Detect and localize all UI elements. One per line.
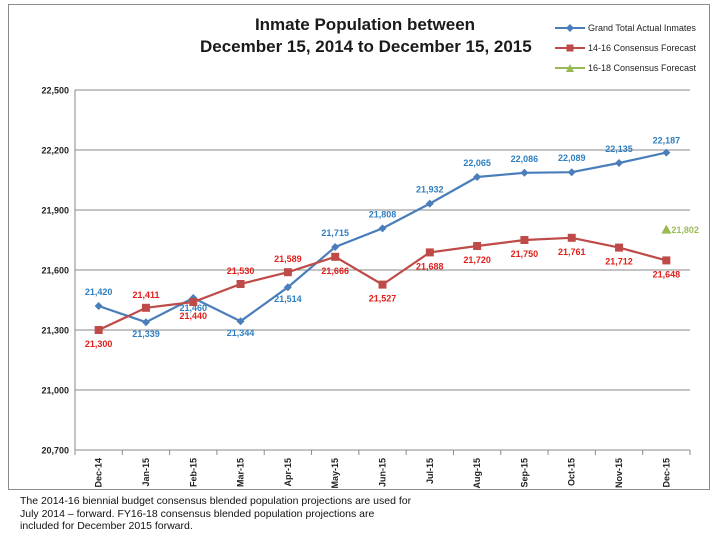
data-label: 21,932 — [416, 185, 444, 195]
chart-legend: Grand Total Actual Inmates 14-16 Consens… — [555, 18, 696, 78]
data-label: 21,720 — [463, 255, 491, 265]
data-label: 21,648 — [653, 269, 681, 279]
data-point — [141, 303, 150, 312]
data-label: 21,339 — [132, 329, 160, 339]
legend-item-forecast-16-18: 16-18 Consensus Forecast — [555, 58, 696, 78]
x-tick-label: May-15 — [330, 458, 340, 489]
data-point — [425, 248, 434, 257]
data-point — [567, 168, 576, 177]
data-point — [94, 326, 103, 334]
data-point — [236, 280, 245, 288]
data-point — [520, 236, 529, 244]
data-label: 21,802 — [671, 225, 699, 235]
data-point — [94, 302, 103, 310]
data-point — [615, 159, 624, 167]
data-label: 21,589 — [274, 254, 302, 264]
chart-title: Inmate Population between December 15, 2… — [200, 14, 532, 58]
legend-item-forecast-14-16: 14-16 Consensus Forecast — [555, 38, 696, 58]
chart-title-line-2: December 15, 2014 to December 15, 2015 — [200, 37, 532, 56]
legend-label-actual: Grand Total Actual Inmates — [588, 23, 696, 33]
data-label: 21,300 — [85, 339, 113, 349]
data-point — [236, 317, 245, 326]
x-tick-label: Feb-15 — [188, 458, 198, 487]
data-label: 21,688 — [416, 261, 444, 271]
data-label: 21,440 — [180, 311, 208, 321]
square-marker-icon — [555, 44, 585, 52]
data-label: 22,187 — [653, 136, 681, 146]
x-tick-label: Jul-15 — [425, 458, 435, 484]
x-tick-label: Sep-15 — [519, 458, 529, 488]
data-label: 21,411 — [132, 290, 159, 300]
data-point — [378, 280, 387, 289]
data-label: 21,527 — [369, 294, 397, 304]
data-label: 21,808 — [369, 209, 397, 219]
data-point — [189, 298, 198, 306]
x-tick-label: Aug-15 — [472, 458, 482, 489]
data-point — [662, 256, 671, 265]
x-tick-label: Jun-15 — [378, 458, 388, 487]
data-label: 21,750 — [511, 249, 539, 259]
data-point — [615, 243, 624, 252]
data-point — [567, 233, 576, 242]
y-tick-label: 21,900 — [41, 206, 69, 216]
data-label: 22,089 — [558, 153, 586, 163]
y-tick-label: 21,600 — [41, 266, 69, 276]
data-point — [283, 283, 292, 292]
data-label: 22,065 — [463, 158, 491, 168]
data-label: 22,086 — [511, 154, 539, 164]
data-label: 21,761 — [558, 247, 586, 257]
legend-item-actual: Grand Total Actual Inmates — [555, 18, 696, 38]
legend-label-forecast-14-16: 14-16 Consensus Forecast — [588, 43, 697, 53]
footnote-line-3: included for December 2015 forward. — [20, 520, 193, 532]
y-tick-label: 21,300 — [41, 326, 69, 336]
x-tick-label: Apr-15 — [283, 458, 293, 487]
triangle-marker-icon — [555, 64, 585, 72]
y-tick-label: 20,700 — [41, 446, 69, 456]
data-label: 21,420 — [85, 287, 113, 297]
data-point — [141, 318, 150, 327]
data-point — [473, 173, 482, 181]
y-tick-label: 21,000 — [41, 386, 69, 396]
footnote: The 2014-16 biennial budget consensus bl… — [20, 495, 460, 533]
x-tick-label: Dec-15 — [661, 458, 671, 488]
x-tick-label: Mar-15 — [236, 458, 246, 487]
data-point — [473, 242, 482, 250]
footnote-line-2: July 2014 – forward. FY16-18 consensus b… — [20, 507, 375, 520]
data-point — [331, 243, 340, 251]
data-label: 21,460 — [180, 303, 208, 313]
x-tick-label: Nov-15 — [614, 458, 624, 488]
data-label: 21,530 — [227, 266, 255, 276]
y-tick-label: 22,500 — [41, 86, 69, 96]
data-label: 21,666 — [321, 266, 349, 276]
data-point — [378, 224, 387, 233]
chart-title-line-1: Inmate Population between — [254, 15, 476, 34]
data-label: 22,135 — [605, 144, 633, 154]
data-point — [331, 252, 340, 261]
y-tick-label: 22,200 — [41, 146, 69, 156]
data-point — [661, 224, 672, 234]
data-point — [283, 268, 292, 277]
line-chart: 20,700 21,000 21,300 21,600 21,900 22,200 22,5… — [41, 86, 699, 489]
data-label: 21,712 — [605, 257, 633, 267]
chart-frame — [8, 4, 710, 490]
data-point — [425, 199, 434, 208]
data-point — [520, 168, 529, 177]
x-tick-label: Oct-15 — [567, 458, 577, 486]
diamond-marker-icon — [555, 24, 585, 32]
data-label: 21,715 — [321, 228, 349, 238]
x-tick-label: Jan-15 — [141, 458, 151, 487]
data-label: 21,514 — [274, 294, 302, 304]
footnote-line-1: The 2014-16 biennial budget consensus bl… — [20, 495, 412, 507]
legend-label-forecast-16-18: 16-18 Consensus Forecast — [588, 63, 697, 73]
data-label: 21,344 — [227, 328, 255, 338]
x-tick-label: Dec-14 — [94, 458, 104, 488]
data-point — [662, 148, 671, 157]
